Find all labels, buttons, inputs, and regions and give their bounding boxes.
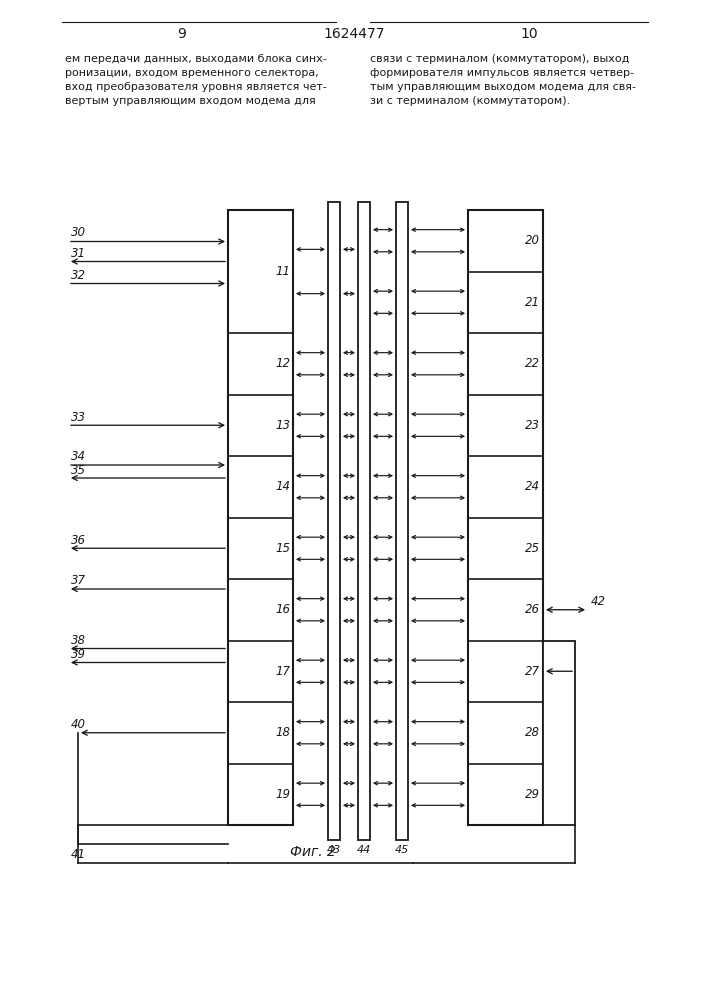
Bar — [228, 210, 293, 825]
Text: 12: 12 — [275, 357, 290, 370]
Text: 26: 26 — [525, 603, 540, 616]
Text: Фиг. 2: Фиг. 2 — [290, 845, 336, 859]
Bar — [328, 202, 340, 840]
Bar — [358, 202, 370, 840]
Text: 39: 39 — [71, 648, 86, 661]
Text: 22: 22 — [525, 357, 540, 370]
Text: 1624477: 1624477 — [323, 27, 385, 41]
Text: 35: 35 — [71, 464, 86, 477]
Text: 37: 37 — [71, 574, 86, 587]
Text: 10: 10 — [520, 27, 538, 41]
Bar — [396, 202, 408, 840]
Text: 13: 13 — [275, 419, 290, 432]
Text: 43: 43 — [327, 845, 341, 855]
Text: 9: 9 — [177, 27, 187, 41]
Text: 18: 18 — [275, 726, 290, 739]
Text: 11: 11 — [275, 265, 290, 278]
Text: 19: 19 — [275, 788, 290, 801]
Bar — [543, 641, 575, 825]
Text: 41: 41 — [71, 848, 86, 861]
Text: 38: 38 — [71, 634, 86, 647]
Text: 15: 15 — [275, 542, 290, 555]
Text: 17: 17 — [275, 665, 290, 678]
Text: 25: 25 — [525, 542, 540, 555]
Text: 20: 20 — [525, 234, 540, 247]
Text: 16: 16 — [275, 603, 290, 616]
Text: 24: 24 — [525, 480, 540, 493]
Text: 23: 23 — [525, 419, 540, 432]
Text: 34: 34 — [71, 450, 86, 464]
Text: 32: 32 — [71, 269, 86, 282]
Text: 40: 40 — [71, 718, 86, 731]
Bar — [468, 210, 543, 825]
Text: 29: 29 — [525, 788, 540, 801]
Text: 27: 27 — [525, 665, 540, 678]
Text: 45: 45 — [395, 845, 409, 855]
Text: 21: 21 — [525, 296, 540, 309]
Text: 14: 14 — [275, 480, 290, 493]
Text: 28: 28 — [525, 726, 540, 739]
Text: 36: 36 — [71, 534, 86, 547]
Text: 31: 31 — [71, 247, 86, 260]
Text: 44: 44 — [357, 845, 371, 855]
Text: связи с терминалом (коммутатором), выход
формирователя импульсов является четвер: связи с терминалом (коммутатором), выход… — [370, 54, 636, 106]
Text: 42: 42 — [591, 595, 606, 608]
Text: ем передачи данных, выходами блока синх-
ронизации, входом временного селектора,: ем передачи данных, выходами блока синх-… — [65, 54, 327, 106]
Text: 30: 30 — [71, 226, 86, 239]
Text: 33: 33 — [71, 411, 86, 424]
